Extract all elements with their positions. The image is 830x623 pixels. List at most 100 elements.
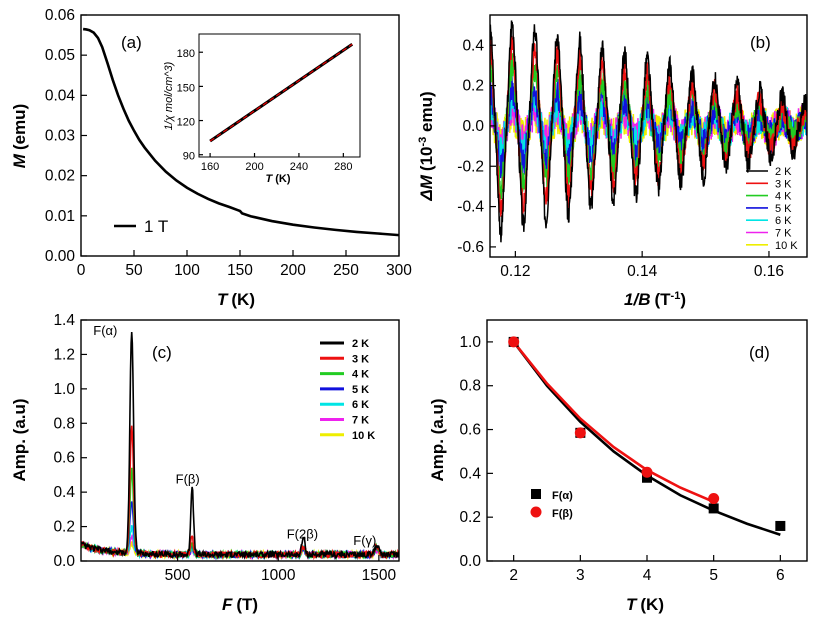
panel-d-xtick-label: 4 bbox=[643, 567, 652, 584]
panel-a-ytick-label: 0.03 bbox=[45, 128, 75, 145]
panel-a-ytick-label: 0.00 bbox=[45, 248, 76, 265]
panel-b-xlabel-close: ) bbox=[680, 290, 686, 309]
panel-d-legend: F(α) F(β) bbox=[530, 489, 573, 520]
panel-d-label: (d) bbox=[749, 343, 770, 362]
panel-b-ytick-label: 0.4 bbox=[462, 37, 484, 54]
panel-b-ylabel-sup: -3 bbox=[417, 137, 429, 147]
panel-d-xtick-label: 2 bbox=[509, 567, 518, 584]
panel-b-xtick-label: 0.16 bbox=[754, 263, 784, 280]
panel-c-legend-label: 6 K bbox=[352, 399, 369, 411]
panel-d-ytick-label: 0.4 bbox=[459, 465, 481, 482]
panel-a-xlabel-var: T bbox=[217, 290, 229, 309]
panel-b-legend-label: 7 K bbox=[775, 228, 792, 240]
panel-c-annotation: F(2β) bbox=[287, 526, 318, 541]
panel-d-series bbox=[508, 336, 786, 536]
panel-b-ticks: 0.12 0.14 0.16 -0.6 -0.4 -0.2 0.0 0.2 0.4 bbox=[457, 37, 784, 280]
panel-a-inset-fit-line bbox=[209, 43, 353, 142]
panel-c-legend-label: 5 K bbox=[352, 384, 369, 396]
panel-a-legend-label: 1 T bbox=[144, 217, 168, 236]
panel-a-xlabel-unit: (K) bbox=[231, 290, 255, 309]
panel-a-xtick-label: 300 bbox=[386, 262, 412, 279]
panel-c-legend-label: 4 K bbox=[352, 369, 369, 381]
panel-c-annotations: F(α) F(β) F(2β) F(γ) bbox=[93, 323, 376, 548]
panel-b-label: (b) bbox=[750, 33, 771, 52]
panel-a-xtick-label: 50 bbox=[125, 262, 143, 279]
panel-b-legend-label: 4 K bbox=[775, 191, 792, 203]
panel-a-ylabel-var: M bbox=[10, 153, 29, 168]
panel-a-inset-xlabel: T (K) bbox=[265, 173, 290, 185]
panel-a-xtick-label: 100 bbox=[174, 262, 200, 279]
panel-b-ylabel-var: ΔM bbox=[417, 174, 436, 201]
panel-d-point-beta bbox=[574, 427, 586, 439]
panel-c-ytick-label: 0.8 bbox=[53, 415, 75, 432]
panel-c-frame bbox=[80, 319, 400, 562]
panel-a-inset-xlabel-var: T bbox=[265, 173, 273, 185]
panel-d: 2 3 4 5 6 0.0 0.2 0.4 0.6 0.8 1.0 (d) F(α) F(β) T (K… bbox=[428, 319, 808, 614]
panel-b-xtick-label: 0.14 bbox=[627, 263, 658, 280]
panel-b-legend-label: 6 K bbox=[775, 215, 792, 227]
panel-c-annotation: F(β) bbox=[176, 471, 200, 486]
panel-b-series-2k bbox=[490, 20, 807, 243]
panel-b-ytick-label: 0.2 bbox=[462, 78, 484, 95]
panel-d-xtick-label: 5 bbox=[709, 567, 718, 584]
panel-a-inset-xtick-label: 200 bbox=[245, 161, 263, 173]
panel-b-ylabel-unit: (10 bbox=[417, 146, 436, 171]
panel-c-xlabel-var: F bbox=[222, 595, 233, 614]
panel-d-point-beta bbox=[708, 493, 720, 505]
panel-c-ylabel: Amp. (a.u) bbox=[10, 398, 29, 481]
panel-a-inset-xlabel-unit: (K) bbox=[275, 173, 291, 185]
panel-d-ytick-label: 0.0 bbox=[459, 553, 481, 570]
panel-b: 0.12 0.14 0.16 -0.6 -0.4 -0.2 0.0 0.2 0.4 (b) 2 … bbox=[417, 14, 808, 309]
panel-a-xlabel: T (K) bbox=[217, 290, 255, 309]
panel-c-annotation: F(α) bbox=[93, 323, 117, 338]
panel-d-ticks: 2 3 4 5 6 0.0 0.2 0.4 0.6 0.8 1.0 bbox=[459, 334, 784, 584]
panel-c-legend-label: 3 K bbox=[352, 353, 369, 365]
panel-c-xtick-label: 1000 bbox=[261, 567, 296, 584]
panel-c-annotation: F(γ) bbox=[353, 533, 376, 548]
panel-c-legend-label: 2 K bbox=[352, 338, 369, 350]
panel-c-series-2k bbox=[81, 331, 399, 561]
panel-d-xlabel: T (K) bbox=[626, 595, 664, 614]
panel-b-legend-label: 2 K bbox=[775, 166, 792, 178]
panel-a-inset-ylabel: 1/χ mol/cm^3) bbox=[163, 61, 175, 130]
panel-b-ytick-label: 0.0 bbox=[462, 118, 484, 135]
panel-c-xtick-label: 500 bbox=[165, 567, 191, 584]
panel-d-point-alpha bbox=[775, 520, 786, 531]
panel-b-xlabel-var: 1/B bbox=[624, 290, 650, 309]
panel-c-ytick-label: 1.2 bbox=[53, 346, 75, 363]
panel-d-legend-marker bbox=[531, 489, 541, 499]
panel-a-curve-1T bbox=[82, 27, 400, 237]
panel-a-xtick-label: 0 bbox=[77, 262, 86, 279]
panel-b-legend-label: 3 K bbox=[775, 178, 792, 190]
panel-d-point-beta bbox=[641, 466, 653, 478]
panel-c-legend-label: 7 K bbox=[352, 415, 369, 427]
panel-a-ytick-label: 0.06 bbox=[45, 7, 75, 24]
panel-a-inset-ytick-label: 150 bbox=[177, 82, 195, 94]
panel-d-ylabel: Amp. (a.u) bbox=[428, 398, 447, 481]
panel-b-xlabel-unit: (T bbox=[654, 290, 671, 309]
panel-a-inset-xtick-label: 280 bbox=[334, 161, 352, 173]
panel-a-xtick-label: 250 bbox=[333, 262, 359, 279]
panel-c-xlabel-unit: (T) bbox=[236, 595, 258, 614]
panel-a-inset-ytick-label: 120 bbox=[177, 117, 195, 129]
panel-c-label: (c) bbox=[152, 343, 172, 362]
panel-a-inset-xtick-label: 240 bbox=[290, 161, 308, 173]
panel-a-ytick-label: 0.02 bbox=[45, 168, 75, 185]
panel-d-legend-marker bbox=[530, 506, 542, 518]
panel-a-inset-ytick-label: 180 bbox=[177, 48, 195, 60]
panel-d-xtick-label: 3 bbox=[576, 567, 585, 584]
panel-b-legend-label: 5 K bbox=[775, 203, 792, 215]
panel-b-ytick-label: -0.2 bbox=[457, 158, 484, 175]
panel-b-ylabel-close: emu) bbox=[417, 91, 436, 136]
panel-d-legend-label: F(α) bbox=[552, 490, 573, 502]
panel-d-fit-alpha bbox=[512, 341, 781, 536]
panel-d-ytick-label: 1.0 bbox=[459, 334, 481, 351]
panel-b-legend: 2 K3 K4 K5 K6 K7 K10 K bbox=[746, 166, 798, 252]
panel-b-xlabel: 1/B (T-1) bbox=[624, 290, 686, 309]
panel-a-inset-ytick-label: 90 bbox=[183, 151, 195, 163]
panel-b-ylabel: ΔM (10-3 emu) bbox=[417, 91, 436, 201]
panel-b-xtick-label: 0.12 bbox=[500, 263, 530, 280]
panel-c-ytick-label: 1.4 bbox=[53, 312, 75, 329]
